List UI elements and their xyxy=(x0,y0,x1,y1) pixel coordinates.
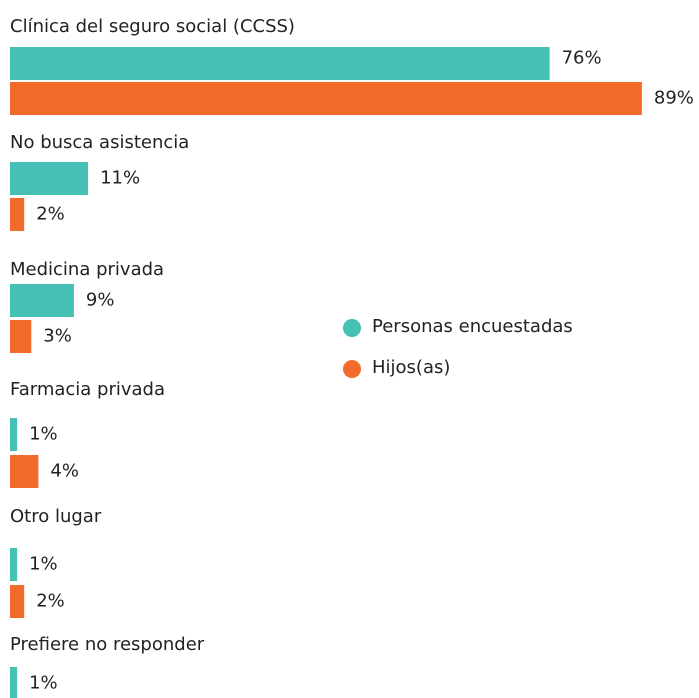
category-label: Farmacia privada xyxy=(10,379,165,400)
value-label: 9% xyxy=(86,290,115,311)
category-label: No busca asistencia xyxy=(10,132,189,153)
value-label: 2% xyxy=(36,204,65,225)
legend-swatch xyxy=(343,319,361,337)
legend-label: Hijos(as) xyxy=(372,357,450,378)
value-label: 1% xyxy=(29,424,58,445)
legend-swatch xyxy=(343,360,361,378)
category-label: Medicina privada xyxy=(10,259,164,280)
bar xyxy=(10,82,642,115)
bar xyxy=(10,548,18,581)
bar xyxy=(10,455,39,488)
bar xyxy=(10,198,25,231)
value-label: 76% xyxy=(562,48,602,69)
value-label: 1% xyxy=(29,673,58,694)
category-label: Otro lugar xyxy=(10,506,102,527)
bar xyxy=(10,47,550,80)
bar xyxy=(10,284,74,317)
value-label: 3% xyxy=(43,326,72,347)
value-label: 1% xyxy=(29,554,58,575)
bar xyxy=(10,418,18,451)
value-label: 11% xyxy=(100,168,140,189)
bar xyxy=(10,585,25,618)
value-label: 89% xyxy=(654,88,694,109)
bar xyxy=(10,162,89,195)
bar xyxy=(10,667,18,698)
value-label: 2% xyxy=(36,591,65,612)
value-label: 4% xyxy=(50,461,79,482)
category-label: Prefiere no responder xyxy=(10,634,205,655)
bar xyxy=(10,320,32,353)
legend-label: Personas encuestadas xyxy=(372,316,573,337)
category-label: Clínica del seguro social (CCSS) xyxy=(10,16,295,37)
